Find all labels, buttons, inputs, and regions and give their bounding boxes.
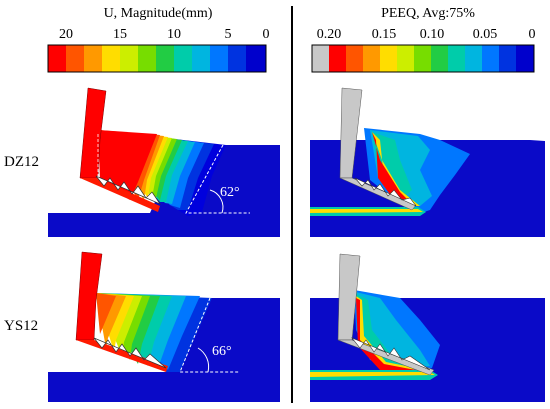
right-legend-title: PEEQ, Avg:75% [381, 6, 475, 21]
left-legend-tick: 0 [263, 27, 270, 42]
left-legend-tick: 20 [59, 27, 73, 42]
row-label-dz12: DZ12 [4, 154, 39, 170]
left-legend-ticks: 20 15 10 5 0 [59, 27, 270, 42]
angle-label-ys12: 66° [212, 344, 232, 359]
panel-dz12-peeq [310, 87, 545, 237]
row-label-ys12: YS12 [4, 318, 38, 334]
left-legend-colorbar [47, 44, 267, 73]
right-legend-tick: 0.15 [372, 27, 397, 42]
right-legend-tick: 0.10 [420, 27, 445, 42]
panel-ys12-peeq [310, 253, 545, 402]
left-legend-tick: 5 [225, 27, 232, 42]
right-legend-tick: 0.20 [317, 27, 342, 42]
right-legend-colorbar [311, 44, 535, 73]
left-legend-tick: 10 [167, 27, 181, 42]
panel-ys12-displacement: 66° [48, 251, 280, 402]
angle-label-dz12: 62° [220, 185, 240, 200]
right-legend-tick: 0 [529, 27, 536, 42]
panel-dz12-displacement: 62° [48, 87, 280, 237]
left-legend-tick: 15 [113, 27, 127, 42]
right-legend-tick: 0.05 [473, 27, 498, 42]
left-legend-title: U, Magnitude(mm) [104, 6, 213, 21]
right-legend-ticks: 0.20 0.15 0.10 0.05 0 [317, 27, 536, 42]
